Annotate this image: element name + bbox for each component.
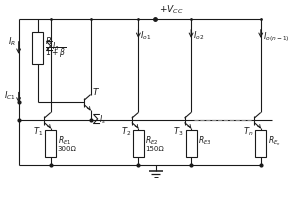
Text: $I_{o(n-1)}$: $I_{o(n-1)}$ — [263, 30, 290, 44]
Text: 300Ω: 300Ω — [58, 146, 77, 152]
Text: $T_2$: $T_2$ — [120, 126, 131, 138]
Text: $R_{E_n}$: $R_{E_n}$ — [268, 134, 281, 148]
Text: 150Ω: 150Ω — [145, 146, 164, 152]
Text: $I_{o1}$: $I_{o1}$ — [140, 30, 151, 42]
Text: $\overline{1+\beta}$: $\overline{1+\beta}$ — [45, 46, 66, 60]
Text: $+V_{CC}$: $+V_{CC}$ — [159, 3, 184, 16]
Text: $R$: $R$ — [45, 35, 51, 46]
Text: $T_n$: $T_n$ — [243, 126, 253, 138]
Text: $I_{o2}$: $I_{o2}$ — [193, 30, 204, 42]
Text: $T_3$: $T_3$ — [173, 126, 184, 138]
Text: $T$: $T$ — [92, 86, 100, 97]
Text: $R_{E1}$: $R_{E1}$ — [58, 135, 71, 147]
Text: $R_{E3}$: $R_{E3}$ — [198, 135, 212, 147]
Bar — [255, 130, 266, 157]
Text: $I_R$: $I_R$ — [8, 35, 16, 48]
Bar — [133, 130, 144, 157]
Text: $R_{E2}$: $R_{E2}$ — [145, 135, 159, 147]
Text: $\sum I_\beta$: $\sum I_\beta$ — [45, 38, 59, 53]
Text: $\sum I_s$: $\sum I_s$ — [92, 112, 106, 126]
Text: $T_1$: $T_1$ — [33, 126, 43, 138]
Bar — [45, 130, 56, 157]
Text: $I_{C1}$: $I_{C1}$ — [4, 89, 16, 102]
Bar — [32, 32, 43, 64]
Bar — [186, 130, 197, 157]
